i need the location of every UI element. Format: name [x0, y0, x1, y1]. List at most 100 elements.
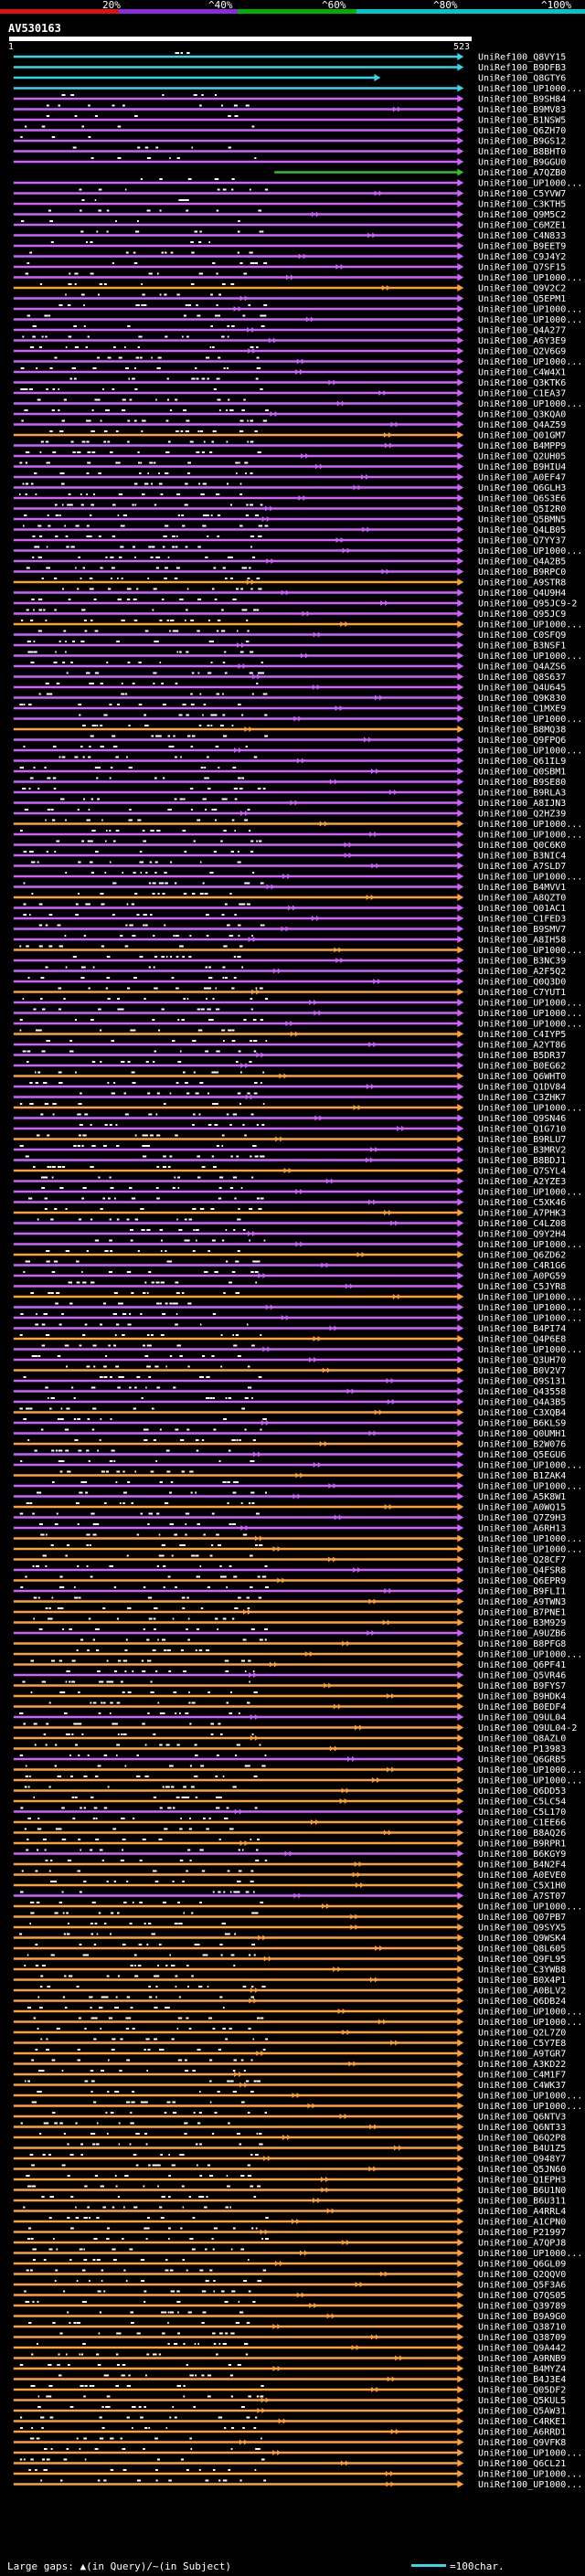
hit-label[interactable]: UniRef100_C1FED3: [478, 915, 566, 925]
hit-label[interactable]: UniRef100_B0V2V7: [478, 1366, 566, 1376]
hit-label[interactable]: UniRef100_A9UZB6: [478, 1629, 566, 1639]
hit-label[interactable]: UniRef100_Q2V6G9: [478, 347, 566, 357]
hit-label[interactable]: UniRef100_Q95JC9-2: [478, 599, 577, 610]
hit-label[interactable]: UniRef100_B9DFB3: [478, 63, 566, 73]
hit-label[interactable]: UniRef100_B9RLU7: [478, 1135, 566, 1145]
hit-label[interactable]: UniRef100_Q7Z9H3: [478, 1513, 566, 1523]
hit-label[interactable]: UniRef100_C6MZE1: [478, 221, 566, 231]
hit-label[interactable]: UniRef100_Q9Y2H4: [478, 1230, 566, 1240]
hit-label[interactable]: UniRef100_C3YWB8: [478, 1966, 566, 1976]
hit-label[interactable]: UniRef100_UP1000...: [478, 1776, 582, 1786]
hit-label[interactable]: UniRef100_Q6GLH3: [478, 483, 566, 493]
hit-label[interactable]: UniRef100_Q1DV84: [478, 1083, 566, 1093]
hit-label[interactable]: UniRef100_C1EA37: [478, 389, 566, 399]
hit-label[interactable]: UniRef100_A0WQ15: [478, 1503, 566, 1513]
hit-label[interactable]: UniRef100_Q9SYX5: [478, 1924, 566, 1934]
hit-label[interactable]: UniRef100_Q7SYL4: [478, 1167, 566, 1177]
hit-label[interactable]: UniRef100_UP1000...: [478, 2092, 582, 2102]
hit-label[interactable]: UniRef100_UP1000...: [478, 831, 582, 841]
hit-label[interactable]: UniRef100_Q07PB7: [478, 1913, 566, 1923]
hit-label[interactable]: UniRef100_Q9FL95: [478, 1955, 566, 1965]
hit-label[interactable]: UniRef100_Q9V2C2: [478, 284, 566, 294]
hit-label[interactable]: UniRef100_Q4FSR8: [478, 1566, 566, 1576]
hit-label[interactable]: UniRef100_A0EF47: [478, 473, 566, 483]
hit-label[interactable]: UniRef100_Q6ZD62: [478, 1251, 566, 1261]
hit-label[interactable]: UniRef100_UP1000...: [478, 305, 582, 315]
hit-label[interactable]: UniRef100_UP1000...: [478, 546, 582, 557]
hit-label[interactable]: UniRef100_Q4P6E8: [478, 1335, 566, 1345]
hit-label[interactable]: UniRef100_C5LC54: [478, 1797, 566, 1807]
hit-label[interactable]: UniRef100_UP1000...: [478, 1545, 582, 1555]
hit-label[interactable]: UniRef100_A8IH58: [478, 936, 566, 946]
hit-label[interactable]: UniRef100_Q6WHT0: [478, 1072, 566, 1082]
hit-label[interactable]: UniRef100_Q01AC1: [478, 904, 566, 914]
hit-label[interactable]: UniRef100_UP1000...: [478, 715, 582, 725]
hit-label[interactable]: UniRef100_B1NSW5: [478, 116, 566, 126]
hit-label[interactable]: UniRef100_Q3KQA0: [478, 410, 566, 420]
hit-label[interactable]: UniRef100_UP1000...: [478, 820, 582, 830]
hit-label[interactable]: UniRef100_Q9FPQ6: [478, 736, 566, 746]
hit-label[interactable]: UniRef100_A7PHK3: [478, 1209, 566, 1219]
hit-label[interactable]: UniRef100_C4M1F7: [478, 2071, 566, 2081]
hit-label[interactable]: UniRef100_A1CPN0: [478, 2218, 566, 2228]
hit-label[interactable]: UniRef100_B8AQ26: [478, 1829, 566, 1839]
hit-label[interactable]: UniRef100_B9MV83: [478, 105, 566, 115]
hit-label[interactable]: UniRef100_UP1000...: [478, 1240, 582, 1250]
hit-label[interactable]: UniRef100_UP1000...: [478, 1345, 582, 1355]
hit-label[interactable]: UniRef100_Q8AZL0: [478, 1734, 566, 1744]
hit-label[interactable]: UniRef100_UP1000...: [478, 747, 582, 757]
hit-label[interactable]: UniRef100_Q5EGU6: [478, 1450, 566, 1460]
hit-label[interactable]: UniRef100_C5XK46: [478, 1198, 566, 1208]
hit-label[interactable]: UniRef100_B4U1Z5: [478, 2144, 566, 2154]
hit-label[interactable]: UniRef100_Q39789: [478, 2302, 566, 2312]
hit-label[interactable]: UniRef100_B6KGY9: [478, 1850, 566, 1860]
hit-label[interactable]: UniRef100_Q4U645: [478, 684, 566, 694]
hit-label[interactable]: UniRef100_A6Y3E9: [478, 336, 566, 346]
hit-label[interactable]: UniRef100_UP1000...: [478, 1303, 582, 1313]
hit-label[interactable]: UniRef100_B3M929: [478, 1618, 566, 1628]
hit-label[interactable]: UniRef100_A9RNB9: [478, 2354, 566, 2364]
hit-label[interactable]: UniRef100_Q7QS05: [478, 2291, 566, 2301]
hit-label[interactable]: UniRef100_UP1000...: [478, 1020, 582, 1030]
hit-label[interactable]: UniRef100_A0BLV2: [478, 1987, 566, 1997]
hit-label[interactable]: UniRef100_B9SE80: [478, 778, 566, 788]
hit-label[interactable]: UniRef100_C1EE66: [478, 1818, 566, 1829]
hit-label[interactable]: UniRef100_UP1000...: [478, 1765, 582, 1776]
hit-label[interactable]: UniRef100_Q7SF15: [478, 263, 566, 273]
hit-label[interactable]: UniRef100_Q9VFK8: [478, 2438, 566, 2448]
hit-label[interactable]: UniRef100_A9TGR7: [478, 2050, 566, 2060]
hit-label[interactable]: UniRef100_C5JYR8: [478, 1282, 566, 1292]
hit-label[interactable]: UniRef100_Q6DD53: [478, 1786, 566, 1797]
hit-label[interactable]: UniRef100_Q8VY15: [478, 53, 566, 63]
hit-label[interactable]: UniRef100_A7QZB0: [478, 168, 566, 178]
hit-label[interactable]: UniRef100_UP1000...: [478, 1482, 582, 1492]
hit-label[interactable]: UniRef100_Q5F3A6: [478, 2281, 566, 2291]
hit-label[interactable]: UniRef100_Q8GTY6: [478, 74, 566, 84]
hit-label[interactable]: UniRef100_A7SLD7: [478, 862, 566, 872]
hit-label[interactable]: UniRef100_Q7YY37: [478, 536, 566, 546]
hit-label[interactable]: UniRef100_B0X4P1: [478, 1976, 566, 1986]
hit-label[interactable]: UniRef100_Q2QQV0: [478, 2270, 566, 2280]
hit-label[interactable]: UniRef100_B8PFG8: [478, 1639, 566, 1649]
hit-label[interactable]: UniRef100_B4PI74: [478, 1324, 566, 1334]
hit-label[interactable]: UniRef100_C4N833: [478, 231, 566, 241]
hit-label[interactable]: UniRef100_UP1000...: [478, 357, 582, 367]
hit-label[interactable]: UniRef100_Q5AW31: [478, 2407, 566, 2417]
hit-label[interactable]: UniRef100_Q3UH70: [478, 1356, 566, 1366]
hit-label[interactable]: UniRef100_UP1000...: [478, 1009, 582, 1019]
hit-label[interactable]: UniRef100_C3KTH5: [478, 200, 566, 210]
hit-label[interactable]: UniRef100_A2F5Q2: [478, 967, 566, 977]
hit-label[interactable]: UniRef100_UP1000...: [478, 315, 582, 325]
hit-label[interactable]: UniRef100_UP1000...: [478, 1903, 582, 1913]
hit-label[interactable]: UniRef100_Q5JN60: [478, 2165, 566, 2175]
hit-label[interactable]: UniRef100_UP1000...: [478, 2480, 582, 2490]
hit-label[interactable]: UniRef100_B4MYZ4: [478, 2365, 566, 2375]
hit-label[interactable]: UniRef100_B9SMV7: [478, 925, 566, 935]
hit-label[interactable]: UniRef100_UP1000...: [478, 1104, 582, 1114]
hit-label[interactable]: UniRef100_UP1000...: [478, 1188, 582, 1198]
hit-label[interactable]: UniRef100_A6RH13: [478, 1524, 566, 1534]
hit-label[interactable]: UniRef100_B2W076: [478, 1440, 566, 1450]
hit-label[interactable]: UniRef100_B0EDF4: [478, 1702, 566, 1712]
hit-label[interactable]: UniRef100_B9SH84: [478, 95, 566, 105]
hit-label[interactable]: UniRef100_Q05DF2: [478, 2386, 566, 2396]
